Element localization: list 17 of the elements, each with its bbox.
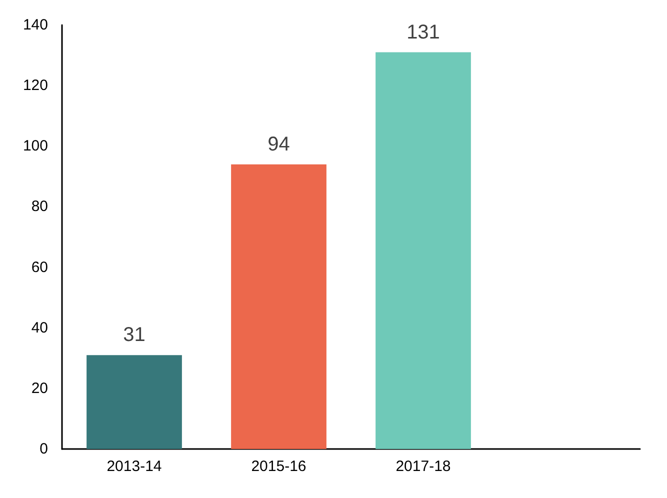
bar (86, 355, 182, 449)
y-tick-label: 140 (22, 16, 48, 34)
data-label: 94 (268, 133, 290, 156)
x-tick-label: 2013-14 (106, 458, 162, 475)
y-tick-label: 40 (31, 319, 48, 336)
bar (231, 164, 326, 449)
data-label: 131 (406, 21, 440, 44)
x-tick-label: 2017-18 (396, 458, 451, 475)
y-tick-label: 120 (22, 77, 48, 94)
bar (376, 52, 471, 449)
x-tick-label: 2015-16 (251, 458, 306, 475)
y-tick-label: 20 (31, 380, 48, 397)
data-label: 31 (123, 324, 146, 346)
y-tick-label: 80 (31, 198, 48, 216)
y-tick-label: 100 (22, 138, 48, 155)
y-tick-label: 60 (31, 258, 48, 276)
y-tick-label: 0 (40, 440, 48, 458)
